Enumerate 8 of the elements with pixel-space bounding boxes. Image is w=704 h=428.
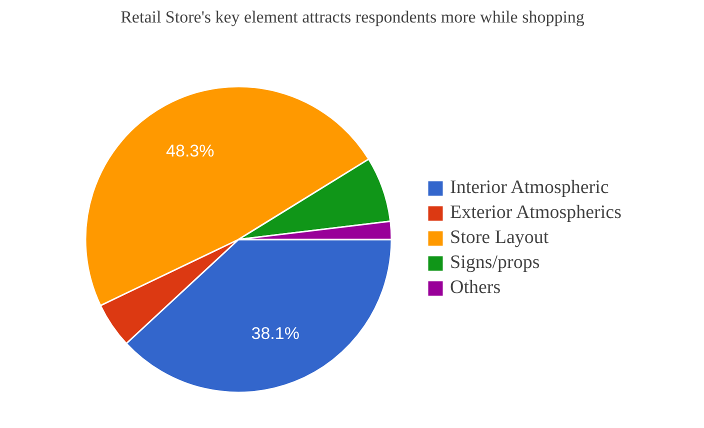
data-label: 48.3% xyxy=(166,141,214,160)
chart-title: Retail Store's key element attracts respondents more while shopping xyxy=(120,8,585,26)
legend-label: Interior Atmospheric xyxy=(450,177,609,199)
legend-label: Exterior Atmospherics xyxy=(450,202,622,224)
legend-label: Signs/props xyxy=(450,252,540,274)
data-label: 38.1% xyxy=(251,324,300,344)
legend-label: Store Layout xyxy=(450,227,549,249)
legend-label: Others xyxy=(450,277,501,299)
